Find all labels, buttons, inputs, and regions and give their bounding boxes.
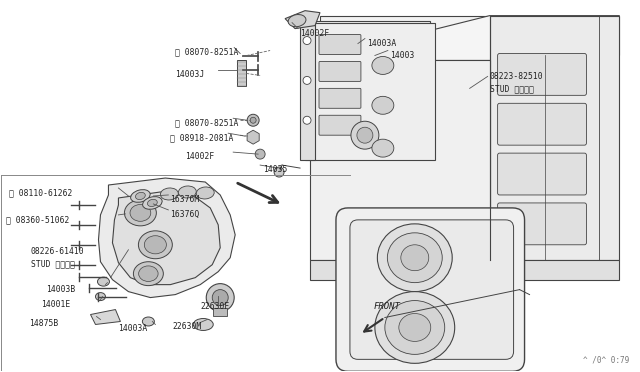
FancyBboxPatch shape bbox=[319, 89, 361, 108]
Polygon shape bbox=[305, 23, 435, 160]
FancyBboxPatch shape bbox=[498, 103, 586, 145]
Text: 14002F: 14002F bbox=[300, 29, 330, 38]
Ellipse shape bbox=[138, 231, 172, 259]
Circle shape bbox=[206, 283, 234, 311]
FancyBboxPatch shape bbox=[336, 208, 525, 371]
Polygon shape bbox=[310, 20, 430, 55]
Polygon shape bbox=[90, 310, 120, 324]
Ellipse shape bbox=[385, 301, 445, 355]
Text: 14875B: 14875B bbox=[29, 320, 58, 328]
Ellipse shape bbox=[95, 293, 106, 301]
Text: 22630M: 22630M bbox=[172, 323, 202, 331]
Ellipse shape bbox=[399, 314, 431, 341]
Ellipse shape bbox=[130, 205, 151, 221]
Ellipse shape bbox=[375, 292, 454, 363]
Ellipse shape bbox=[288, 15, 306, 27]
Ellipse shape bbox=[372, 57, 394, 74]
Ellipse shape bbox=[193, 318, 213, 330]
Text: Ⓑ 08070-8251A: Ⓑ 08070-8251A bbox=[175, 48, 239, 57]
Circle shape bbox=[274, 167, 284, 177]
FancyBboxPatch shape bbox=[319, 115, 361, 135]
Circle shape bbox=[357, 127, 373, 143]
Bar bbox=[237, 61, 246, 86]
Text: 22630F: 22630F bbox=[200, 302, 230, 311]
Polygon shape bbox=[285, 11, 320, 29]
Ellipse shape bbox=[142, 317, 154, 326]
Polygon shape bbox=[99, 178, 235, 298]
Ellipse shape bbox=[378, 224, 452, 292]
Text: Ⓢ 08360-51062: Ⓢ 08360-51062 bbox=[6, 215, 69, 224]
Text: 08226-61410: 08226-61410 bbox=[31, 247, 84, 256]
Ellipse shape bbox=[179, 186, 196, 198]
Text: 14003J: 14003J bbox=[175, 70, 205, 80]
Polygon shape bbox=[310, 260, 620, 280]
Ellipse shape bbox=[196, 187, 214, 199]
Polygon shape bbox=[310, 61, 490, 260]
Polygon shape bbox=[113, 192, 220, 285]
Ellipse shape bbox=[131, 190, 150, 202]
Polygon shape bbox=[490, 16, 620, 260]
Bar bbox=[213, 308, 227, 315]
FancyBboxPatch shape bbox=[498, 153, 586, 195]
Ellipse shape bbox=[143, 197, 162, 209]
Text: 14035: 14035 bbox=[263, 165, 287, 174]
Text: 14003A: 14003A bbox=[118, 324, 148, 333]
Circle shape bbox=[255, 149, 265, 159]
FancyBboxPatch shape bbox=[319, 35, 361, 54]
FancyBboxPatch shape bbox=[319, 61, 361, 81]
Circle shape bbox=[303, 76, 311, 84]
Text: Ⓑ 08110-61262: Ⓑ 08110-61262 bbox=[9, 188, 72, 197]
Text: STUD スタッド: STUD スタッド bbox=[490, 84, 534, 93]
Ellipse shape bbox=[133, 262, 163, 286]
Circle shape bbox=[351, 121, 379, 149]
Text: 14001E: 14001E bbox=[40, 299, 70, 309]
Circle shape bbox=[212, 290, 228, 305]
Text: 14002F: 14002F bbox=[186, 152, 214, 161]
Text: Ⓑ 08070-8251A: Ⓑ 08070-8251A bbox=[175, 118, 239, 127]
Text: 16376M: 16376M bbox=[170, 195, 200, 204]
Ellipse shape bbox=[145, 236, 166, 254]
Polygon shape bbox=[310, 16, 620, 61]
Circle shape bbox=[250, 117, 256, 123]
Ellipse shape bbox=[124, 200, 156, 226]
Text: ⓝ 08918-2081A: ⓝ 08918-2081A bbox=[170, 133, 234, 142]
Text: STUD スタッド: STUD スタッド bbox=[31, 260, 74, 269]
Circle shape bbox=[303, 36, 311, 45]
Ellipse shape bbox=[147, 199, 157, 206]
FancyBboxPatch shape bbox=[498, 203, 586, 245]
FancyBboxPatch shape bbox=[350, 220, 513, 359]
Text: 14003B: 14003B bbox=[45, 285, 75, 294]
Text: 16376Q: 16376Q bbox=[170, 210, 200, 219]
Text: ^ /0^ 0:79: ^ /0^ 0:79 bbox=[583, 355, 629, 364]
Ellipse shape bbox=[97, 277, 109, 286]
Circle shape bbox=[303, 116, 311, 124]
Ellipse shape bbox=[372, 139, 394, 157]
Ellipse shape bbox=[136, 192, 145, 199]
Text: 14003: 14003 bbox=[390, 51, 414, 60]
Ellipse shape bbox=[161, 188, 179, 200]
Text: 14003A: 14003A bbox=[367, 39, 396, 48]
Ellipse shape bbox=[372, 96, 394, 114]
Polygon shape bbox=[320, 16, 620, 55]
FancyBboxPatch shape bbox=[498, 54, 586, 95]
Text: 08223-82510: 08223-82510 bbox=[490, 73, 543, 81]
Polygon shape bbox=[300, 23, 315, 160]
Ellipse shape bbox=[387, 233, 442, 283]
Ellipse shape bbox=[139, 266, 158, 282]
Text: FRONT: FRONT bbox=[374, 302, 401, 311]
Ellipse shape bbox=[401, 245, 429, 271]
Circle shape bbox=[247, 114, 259, 126]
